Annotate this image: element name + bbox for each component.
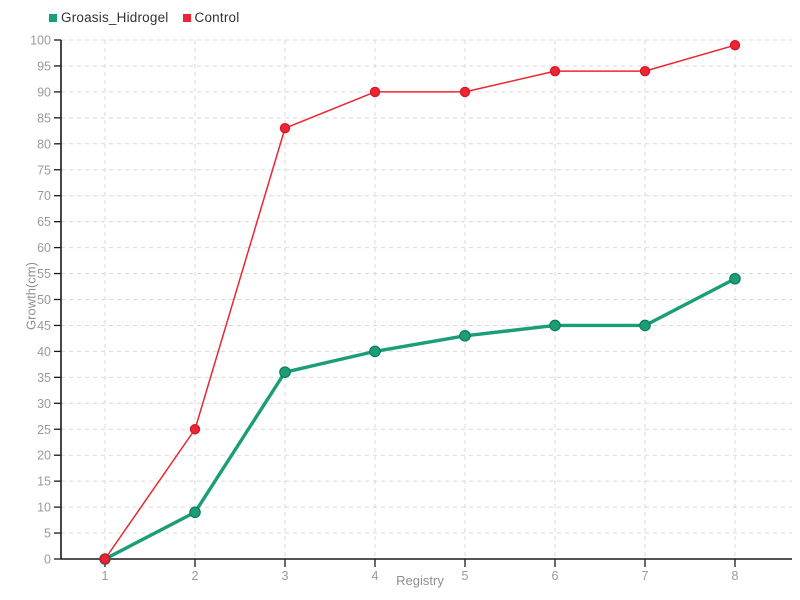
x-tick-label: 6 — [552, 569, 559, 583]
data-point-control-6 — [549, 65, 561, 77]
legend-item-groasis-hidrogel: Groasis_Hidrogel — [49, 10, 169, 25]
data-point-groasis-hidrogel-8 — [729, 272, 741, 285]
y-tick-label: 45 — [37, 319, 51, 333]
data-point-groasis-hidrogel-2 — [189, 506, 201, 519]
y-tick-label: 65 — [37, 215, 51, 229]
data-point-groasis-hidrogel-7 — [639, 319, 651, 332]
series-line-groasis-hidrogel — [104, 277, 736, 561]
y-tick-label: 55 — [37, 267, 51, 281]
x-tick-label: 4 — [372, 569, 379, 583]
y-tick-label: 25 — [37, 423, 51, 437]
y-tick-label: 15 — [37, 475, 51, 489]
y-tick-label: 10 — [37, 501, 51, 515]
data-point-control-3 — [279, 123, 291, 134]
data-point-groasis-hidrogel-5 — [459, 330, 471, 342]
data-point-groasis-hidrogel-4 — [369, 345, 381, 358]
y-tick-label: 90 — [37, 85, 51, 99]
legend-label-groasis: Groasis_Hidrogel — [61, 10, 169, 25]
y-tick-label: 75 — [37, 163, 51, 177]
y-tick-label: 35 — [37, 371, 51, 385]
legend: Groasis_Hidrogel Control — [49, 10, 239, 25]
x-tick-label: 1 — [102, 569, 109, 583]
data-point-control-7 — [639, 65, 651, 77]
y-tick-label: 30 — [37, 397, 51, 411]
y-axis-title: Growth(cm) — [23, 262, 39, 330]
legend-swatch-control-icon — [182, 13, 191, 22]
y-tick-label: 20 — [37, 449, 51, 463]
y-tick-label: 80 — [37, 137, 51, 151]
x-axis-title: Registry — [396, 573, 444, 588]
legend-label-control: Control — [194, 10, 240, 25]
x-tick-label: 3 — [282, 569, 289, 583]
y-tick-label: 0 — [44, 553, 51, 567]
x-tick-label: 5 — [462, 569, 469, 583]
data-point-control-8 — [729, 39, 741, 51]
y-tick-label: 50 — [37, 293, 51, 307]
series-line-control — [104, 44, 736, 560]
legend-swatch-groasis-icon — [49, 13, 57, 22]
y-tick-label: 40 — [37, 345, 51, 359]
y-tick-label: 95 — [37, 59, 51, 73]
data-point-control-2 — [189, 424, 201, 435]
data-point-control-5 — [459, 86, 471, 98]
y-tick-label: 100 — [30, 34, 51, 48]
y-tick-label: 85 — [37, 111, 51, 125]
y-tick-label: 70 — [37, 189, 51, 203]
data-point-control-1 — [99, 553, 111, 565]
y-tick-label: 5 — [44, 527, 51, 541]
legend-item-control: Control — [182, 10, 240, 25]
x-tick-label: 7 — [642, 569, 649, 583]
x-tick-label: 2 — [192, 569, 199, 583]
data-point-control-4 — [369, 86, 381, 98]
y-tick-label: 60 — [37, 241, 51, 255]
data-point-groasis-hidrogel-3 — [279, 366, 291, 378]
data-point-groasis-hidrogel-6 — [549, 319, 561, 332]
x-tick-label: 8 — [732, 569, 739, 583]
